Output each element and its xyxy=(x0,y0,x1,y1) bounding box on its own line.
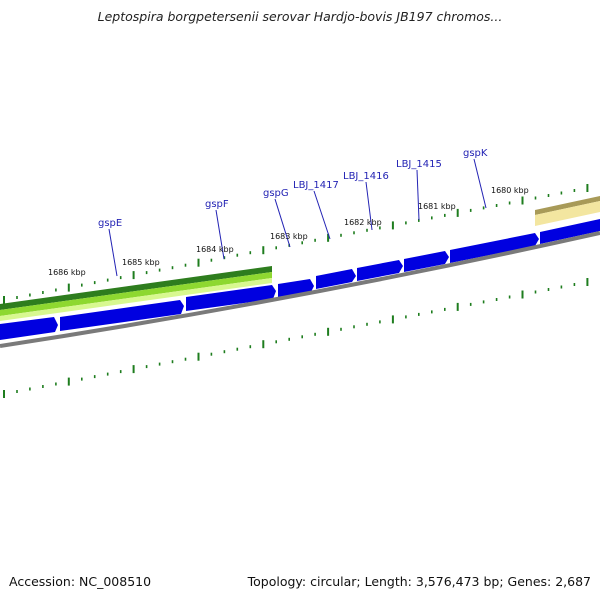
map-title: Leptospira borgpetersenii serovar Hardjo… xyxy=(97,9,503,24)
gene-arrow xyxy=(186,285,276,311)
gene-label-gspE: gspE xyxy=(98,218,122,229)
kbp-label-1684: 1684 kbp xyxy=(196,245,234,254)
upper-tick-track xyxy=(3,184,589,304)
backbone-line xyxy=(0,231,600,348)
accession-text: Accession: NC_008510 xyxy=(9,574,152,589)
gene-arrow xyxy=(316,269,356,289)
feature-band-green-dark xyxy=(0,266,272,310)
kbp-label-1682: 1682 kbp xyxy=(344,218,382,227)
feature-band-tan xyxy=(535,196,600,226)
lower-tick-track xyxy=(3,278,589,398)
feature-band-tan-dark xyxy=(535,196,600,215)
gene-arrows xyxy=(0,219,600,340)
feature-band-tan-light xyxy=(535,201,600,226)
kbp-label-1686: 1686 kbp xyxy=(48,268,86,277)
leader-line xyxy=(365,181,373,231)
gene-arrow xyxy=(540,219,600,244)
gene-arrow xyxy=(404,251,449,272)
leader-line xyxy=(473,158,487,209)
gene-label-LBJ_1417: LBJ_1417 xyxy=(293,180,339,191)
kbp-label-1685: 1685 kbp xyxy=(122,258,160,267)
gene-label-LBJ_1416: LBJ_1416 xyxy=(343,171,389,182)
gene-arrow xyxy=(450,233,539,263)
leader-line xyxy=(215,209,225,260)
gene-arrow xyxy=(0,317,58,340)
gene-label-leaders xyxy=(108,158,487,277)
gene-arrow xyxy=(60,300,184,331)
leader-line xyxy=(108,228,118,277)
leader-line xyxy=(313,190,331,240)
kbp-label-1680: 1680 kbp xyxy=(491,186,529,195)
gene-label-LBJ_1415: LBJ_1415 xyxy=(396,159,442,170)
gene-labels: gspE gspF gspG LBJ_1417 LBJ_1416 LBJ_141… xyxy=(98,148,488,229)
kbp-labels: 1686 kbp 1685 kbp 1684 kbp 1683 kbp 1682… xyxy=(48,186,529,277)
gene-label-gspK: gspK xyxy=(463,148,488,159)
gene-arrow xyxy=(357,260,403,281)
gene-label-gspG: gspG xyxy=(263,188,289,199)
topology-summary: Topology: circular; Length: 3,576,473 bp… xyxy=(247,574,591,589)
gene-label-gspF: gspF xyxy=(205,199,229,210)
kbp-label-1683: 1683 kbp xyxy=(270,232,308,241)
feature-band-green-light xyxy=(0,278,272,321)
leader-line xyxy=(274,198,291,248)
feature-band-green-mid xyxy=(0,272,272,316)
leader-line xyxy=(416,169,420,221)
feature-band-green xyxy=(0,266,272,321)
kbp-label-1681: 1681 kbp xyxy=(418,202,456,211)
